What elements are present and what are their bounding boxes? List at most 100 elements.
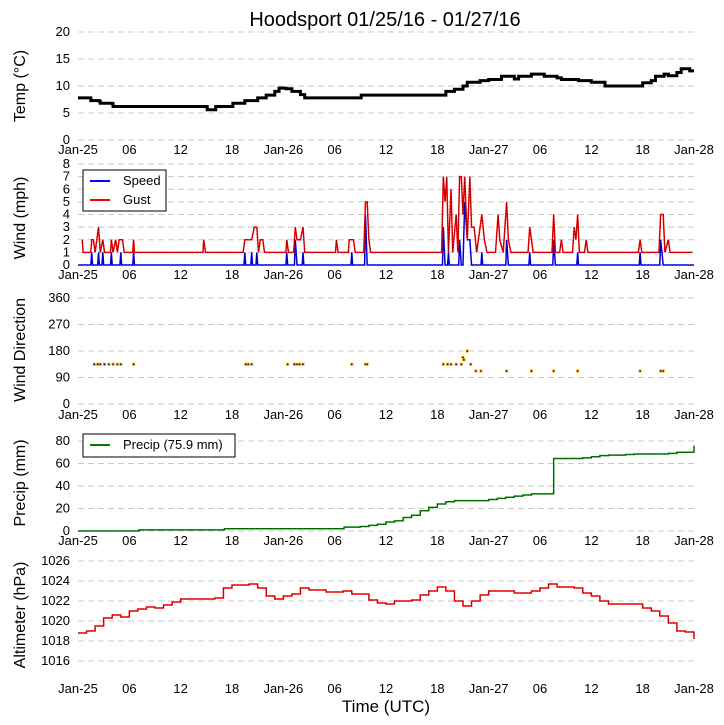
- x-tick-label: 18: [430, 142, 444, 157]
- x-tick-label: 06: [122, 267, 136, 282]
- data-point-marker: [93, 363, 96, 366]
- y-axis-label: Temp (°C): [12, 50, 29, 122]
- y-tick-label: 8: [63, 156, 70, 171]
- x-tick-label: Jan-25: [58, 533, 98, 548]
- x-tick-label: 18: [225, 142, 239, 157]
- x-tick-label: Jan-27: [469, 142, 509, 157]
- y-axis-label: Precip (mm): [12, 439, 29, 526]
- legend-label: Precip (75.9 mm): [123, 437, 223, 452]
- data-point-marker: [466, 350, 469, 352]
- data-point-marker: [350, 363, 353, 366]
- chart-title: Hoodsport 01/25/16 - 01/27/16: [249, 9, 520, 31]
- x-tick-label: 18: [635, 533, 649, 548]
- panel-2: 0 90 180 270 360 Jan-25 06 12 18 Jan-26 06 12 18 Jan-…: [12, 290, 714, 422]
- x-tick-label: 12: [584, 142, 598, 157]
- y-tick-label: 15: [56, 51, 70, 66]
- data-point-marker: [576, 370, 579, 372]
- data-point-marker: [298, 363, 301, 366]
- x-tick-label: 18: [635, 267, 649, 282]
- data-point-marker: [286, 363, 289, 366]
- x-tick-label: 12: [173, 267, 187, 282]
- y-tick-label: 5: [63, 105, 70, 120]
- y-tick-label: 80: [56, 433, 70, 448]
- y-tick-label: 1026: [41, 553, 70, 568]
- x-tick-label: 12: [173, 533, 187, 548]
- legend-label: Gust: [123, 192, 151, 207]
- legend: Speed Gust: [82, 169, 167, 212]
- y-tick-label: 0: [63, 132, 70, 147]
- x-axis-label: Time (UTC): [342, 697, 430, 716]
- y-tick-label: 0: [63, 523, 70, 538]
- legend: Precip (75.9 mm): [82, 433, 236, 458]
- data-point-marker: [442, 363, 445, 366]
- x-tick-label: Jan-28: [674, 267, 714, 282]
- x-tick-label: 06: [122, 681, 136, 696]
- data-point-marker: [530, 370, 533, 372]
- x-tick-label: 12: [379, 681, 393, 696]
- x-tick-label: 06: [122, 407, 136, 422]
- data-point-marker: [552, 370, 555, 372]
- y-tick-label: 1022: [41, 593, 70, 608]
- x-tick-label: 18: [635, 142, 649, 157]
- x-tick-label: 18: [225, 681, 239, 696]
- data-point-marker: [302, 363, 304, 366]
- data-point-marker: [112, 363, 114, 366]
- y-axis-label: Wind (mph): [12, 177, 29, 260]
- series-line-speed: [78, 201, 694, 266]
- data-point-marker: [103, 363, 106, 366]
- x-tick-label: 18: [225, 267, 239, 282]
- y-tick-label: 7: [63, 169, 70, 184]
- y-tick-label: 1016: [41, 653, 70, 668]
- y-tick-label: 5: [63, 194, 70, 209]
- x-tick-label: 12: [584, 267, 598, 282]
- x-tick-label: Jan-25: [58, 681, 98, 696]
- x-tick-label: 18: [430, 533, 444, 548]
- panel-4: 1016 1018 1020 1022 1024 1026 Jan-25 06 12 18 Jan-…: [12, 553, 714, 696]
- x-tick-label: Jan-25: [58, 267, 98, 282]
- data-point-marker: [662, 370, 664, 372]
- series-markers: [78, 445, 695, 532]
- data-point-marker: [99, 363, 102, 366]
- y-tick-label: 20: [56, 501, 70, 516]
- data-point-marker: [480, 370, 482, 372]
- x-tick-label: 06: [533, 142, 547, 157]
- x-tick-label: 06: [533, 533, 547, 548]
- x-tick-label: Jan-28: [674, 407, 714, 422]
- x-tick-label: Jan-27: [469, 681, 509, 696]
- x-tick-label: Jan-28: [674, 533, 714, 548]
- x-tick-label: 12: [584, 407, 598, 422]
- x-tick-label: 18: [430, 407, 444, 422]
- x-tick-label: Jan-28: [674, 142, 714, 157]
- y-tick-label: 1020: [41, 613, 70, 628]
- x-tick-label: 06: [122, 142, 136, 157]
- x-tick-label: 06: [327, 142, 341, 157]
- x-tick-label: Jan-26: [263, 533, 303, 548]
- data-point-marker: [460, 363, 463, 366]
- data-point-marker: [366, 363, 368, 366]
- x-tick-label: Jan-27: [469, 533, 509, 548]
- x-tick-label: 06: [327, 267, 341, 282]
- data-point-marker: [469, 363, 472, 366]
- y-tick-label: 60: [56, 456, 70, 471]
- x-tick-label: Jan-25: [58, 407, 98, 422]
- x-tick-label: Jan-27: [469, 407, 509, 422]
- data-point-marker: [505, 370, 508, 372]
- x-tick-label: 12: [379, 533, 393, 548]
- y-tick-label: 2: [63, 232, 70, 247]
- data-point-marker: [463, 359, 465, 361]
- panel-0: 0 5 10 15 20 Jan-25 06 12 18 Jan-26 06 12 18 Jan-27 06…: [12, 24, 714, 157]
- x-tick-label: 12: [173, 407, 187, 422]
- series-line-precip: [78, 445, 695, 532]
- x-tick-label: 06: [533, 681, 547, 696]
- series-line-temp: [78, 67, 694, 112]
- y-tick-label: 1018: [41, 633, 70, 648]
- y-tick-label: 0: [63, 396, 70, 411]
- data-point-marker: [116, 363, 119, 366]
- x-tick-label: Jan-25: [58, 142, 98, 157]
- y-tick-label: 360: [48, 290, 70, 305]
- x-tick-label: 06: [533, 267, 547, 282]
- x-tick-label: Jan-26: [263, 681, 303, 696]
- x-tick-label: 12: [379, 267, 393, 282]
- series-markers: [78, 583, 695, 639]
